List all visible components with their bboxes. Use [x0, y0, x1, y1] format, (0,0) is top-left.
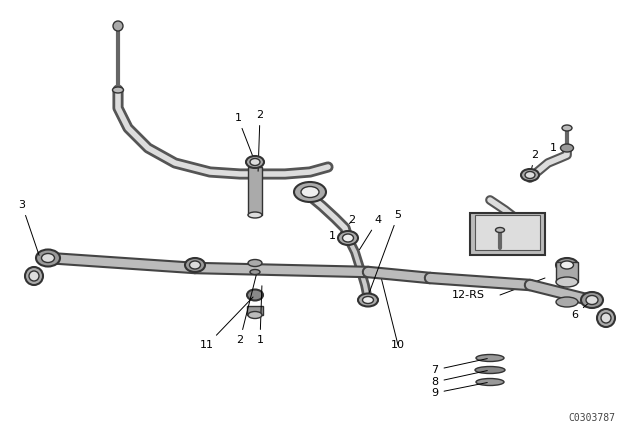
Text: 2: 2 — [348, 215, 356, 225]
Text: 1: 1 — [550, 143, 564, 153]
Ellipse shape — [476, 379, 504, 385]
Ellipse shape — [556, 277, 578, 287]
Ellipse shape — [556, 297, 578, 307]
Ellipse shape — [476, 354, 504, 362]
Ellipse shape — [338, 231, 358, 245]
Ellipse shape — [42, 254, 54, 263]
Text: 7: 7 — [431, 358, 487, 375]
Ellipse shape — [525, 172, 535, 178]
Ellipse shape — [586, 296, 598, 305]
Ellipse shape — [185, 258, 205, 272]
Ellipse shape — [521, 169, 539, 181]
Text: 12-RS: 12-RS — [451, 290, 484, 300]
FancyBboxPatch shape — [475, 215, 540, 250]
FancyBboxPatch shape — [248, 167, 262, 215]
Circle shape — [601, 313, 611, 323]
Text: 10: 10 — [391, 340, 405, 350]
Ellipse shape — [248, 259, 262, 267]
Ellipse shape — [250, 159, 260, 165]
Ellipse shape — [556, 258, 578, 272]
Ellipse shape — [36, 250, 60, 267]
Ellipse shape — [248, 311, 262, 319]
Ellipse shape — [362, 297, 374, 303]
Ellipse shape — [342, 234, 353, 242]
Circle shape — [113, 21, 123, 31]
Text: 6: 6 — [572, 302, 590, 320]
Circle shape — [29, 271, 39, 281]
Text: 8: 8 — [431, 370, 487, 387]
FancyBboxPatch shape — [247, 306, 263, 315]
Ellipse shape — [561, 261, 573, 269]
Ellipse shape — [562, 125, 572, 131]
FancyBboxPatch shape — [556, 262, 578, 282]
Text: 3: 3 — [19, 200, 39, 255]
Ellipse shape — [250, 270, 260, 275]
Ellipse shape — [246, 156, 264, 168]
Text: 1: 1 — [328, 231, 342, 241]
Text: 4: 4 — [360, 215, 381, 250]
Ellipse shape — [189, 261, 200, 269]
Text: C0303787: C0303787 — [568, 413, 616, 423]
Circle shape — [25, 267, 43, 285]
Text: 5: 5 — [369, 210, 401, 293]
Ellipse shape — [113, 87, 124, 93]
Ellipse shape — [581, 292, 603, 308]
Ellipse shape — [475, 366, 505, 374]
Ellipse shape — [247, 289, 263, 301]
Ellipse shape — [358, 293, 378, 306]
FancyBboxPatch shape — [470, 213, 545, 255]
Ellipse shape — [495, 228, 504, 233]
Text: 9: 9 — [431, 383, 487, 398]
Ellipse shape — [561, 144, 573, 152]
Ellipse shape — [294, 182, 326, 202]
Ellipse shape — [248, 212, 262, 218]
Text: 2: 2 — [236, 271, 257, 345]
Text: 1: 1 — [257, 286, 264, 345]
Text: 11: 11 — [200, 297, 253, 350]
Text: 2: 2 — [531, 150, 539, 172]
Text: 1: 1 — [234, 113, 254, 159]
Ellipse shape — [301, 186, 319, 198]
Text: 2: 2 — [257, 110, 264, 171]
Circle shape — [597, 309, 615, 327]
